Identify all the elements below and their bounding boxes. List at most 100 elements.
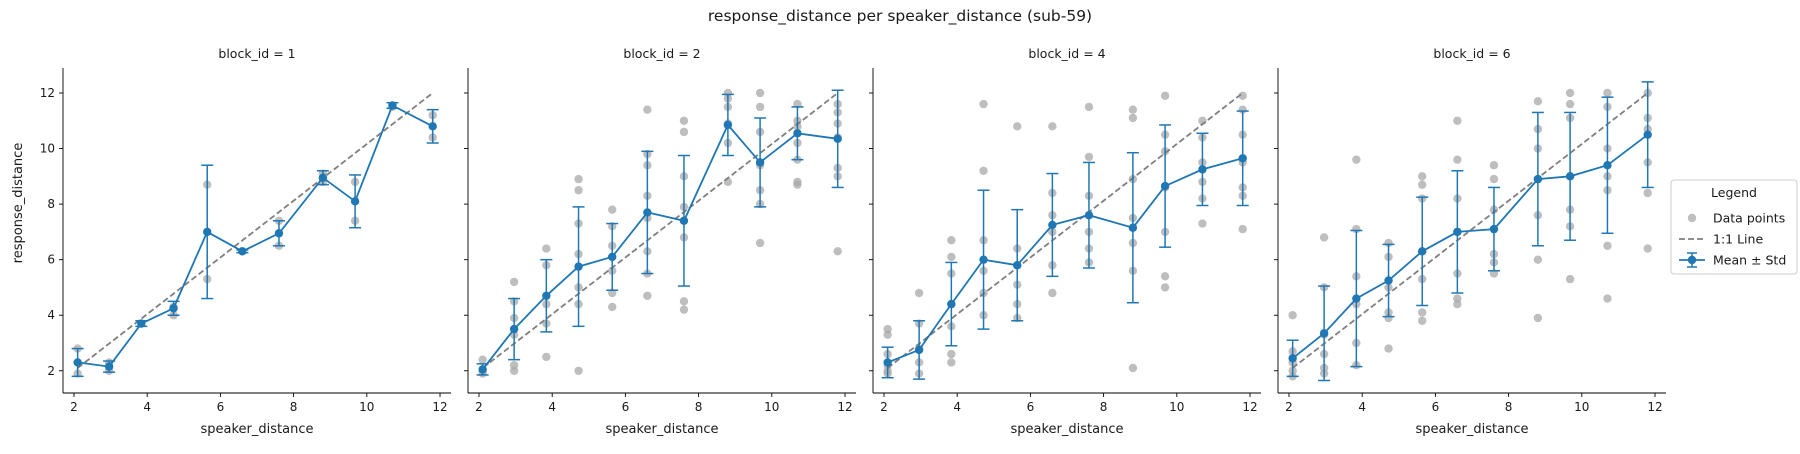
x-tick-label: 10 — [1169, 400, 1184, 414]
data-point — [1160, 283, 1170, 292]
data-point — [755, 238, 765, 248]
data-point — [1198, 219, 1207, 228]
mean-marker — [1198, 165, 1207, 174]
data-point — [1453, 155, 1462, 164]
x-tick-label: 6 — [1432, 400, 1440, 414]
data-point — [679, 116, 689, 125]
data-point — [509, 277, 519, 287]
error-bars-group — [71, 101, 439, 378]
panel-title: block_id = 1 — [218, 46, 295, 61]
x-tick-label: 8 — [1100, 400, 1108, 414]
data-point — [542, 352, 551, 362]
mean-marker — [428, 122, 437, 131]
mean-marker — [509, 324, 519, 334]
x-axis-label: speaker_distance — [1416, 422, 1529, 437]
data-point — [1084, 152, 1094, 162]
x-tick-label: 12 — [837, 400, 852, 414]
data-point — [947, 236, 956, 245]
y-tick-label: 4 — [47, 308, 55, 322]
mean-marker — [238, 247, 247, 256]
mean-line — [887, 157, 1243, 364]
mean-marker — [1384, 276, 1393, 285]
mean-marker — [608, 252, 617, 262]
x-tick-label: 12 — [432, 400, 447, 414]
x-tick-label: 2 — [1285, 400, 1293, 414]
y-axis-label: response_distance — [11, 143, 26, 264]
mean-marker — [1352, 294, 1361, 303]
y-tick-label: 6 — [47, 253, 55, 267]
data-point — [1533, 97, 1543, 106]
x-tick-label: 8 — [1505, 400, 1513, 414]
legend-item-label: 1:1 Line — [1713, 232, 1763, 247]
data-point — [1384, 344, 1393, 353]
mean-marker — [388, 101, 397, 110]
y-tick-label: 10 — [40, 142, 55, 156]
facet-panel-4: block_id = 6 2 4 6 8 10 12 speaker_distance — [1274, 46, 1666, 437]
identity-line — [482, 92, 839, 369]
data-point — [979, 166, 988, 175]
x-tick-label: 10 — [764, 400, 779, 414]
data-point — [1453, 116, 1462, 125]
data-point — [1013, 122, 1022, 131]
data-point — [1603, 294, 1612, 303]
legend-title: Legend — [1711, 185, 1757, 200]
x-tick-label: 4 — [1358, 400, 1366, 414]
mean-marker — [274, 229, 284, 238]
mean-marker — [350, 197, 360, 206]
x-tick-label: 6 — [217, 400, 225, 414]
mean-marker — [723, 120, 733, 130]
mean-marker — [1084, 211, 1094, 220]
data-point — [1603, 241, 1612, 250]
x-tick-label: 2 — [880, 400, 888, 414]
data-point — [1418, 316, 1427, 325]
panel-title: block_id = 6 — [1433, 46, 1510, 61]
data-point — [1160, 272, 1170, 281]
x-tick-label: 8 — [290, 400, 298, 414]
data-point — [1128, 105, 1138, 114]
mean-marker — [1453, 227, 1462, 237]
mean-marker — [1489, 224, 1499, 234]
mean-marker — [1643, 130, 1652, 139]
x-tick-label: 2 — [70, 400, 78, 414]
legend: Legend Data points 1:1 Line Mean ± Std — [1670, 179, 1798, 275]
data-point — [679, 127, 689, 137]
data-points-group — [883, 91, 1247, 378]
mean-marker — [574, 262, 583, 271]
data-point — [947, 349, 956, 359]
mean-marker — [169, 304, 178, 313]
x-tick-label: 4 — [143, 400, 151, 414]
y-tick-label: 2 — [47, 364, 55, 378]
facet-panels: block_id = 1 2 4 6 8 10 12 2 4 6 8 10 12 speaker_dist… — [40, 46, 1666, 437]
data-point — [1533, 255, 1543, 264]
figure-title: response_distance per speaker_distance (… — [708, 7, 1092, 26]
mean-marker — [203, 227, 212, 237]
data-point — [1128, 113, 1138, 123]
mean-marker — [1160, 181, 1170, 191]
x-tick-label: 8 — [695, 400, 703, 414]
data-point — [979, 99, 988, 109]
data-point — [755, 88, 765, 98]
data-point — [1160, 91, 1170, 100]
data-point — [608, 205, 617, 214]
x-tick-label: 12 — [1242, 400, 1257, 414]
y-tick-label: 8 — [47, 197, 55, 211]
mean-marker — [1319, 329, 1329, 338]
mean-marker — [73, 358, 82, 367]
mean-marker — [1288, 354, 1297, 363]
data-point — [1418, 180, 1427, 189]
x-axis-label: speaker_distance — [201, 422, 314, 437]
data-point — [1418, 308, 1427, 317]
data-point — [1489, 161, 1499, 170]
mean-marker — [137, 319, 146, 328]
legend-frame — [1670, 179, 1798, 275]
mean-marker — [1013, 261, 1022, 270]
data-point — [679, 305, 689, 314]
data-point — [1288, 311, 1297, 320]
data-point — [643, 291, 652, 300]
data-point — [1453, 299, 1462, 309]
panel-title: block_id = 2 — [623, 46, 700, 61]
panel-title: block_id = 4 — [1028, 46, 1105, 61]
x-tick-label: 2 — [475, 400, 483, 414]
x-axis-label: speaker_distance — [606, 422, 719, 437]
